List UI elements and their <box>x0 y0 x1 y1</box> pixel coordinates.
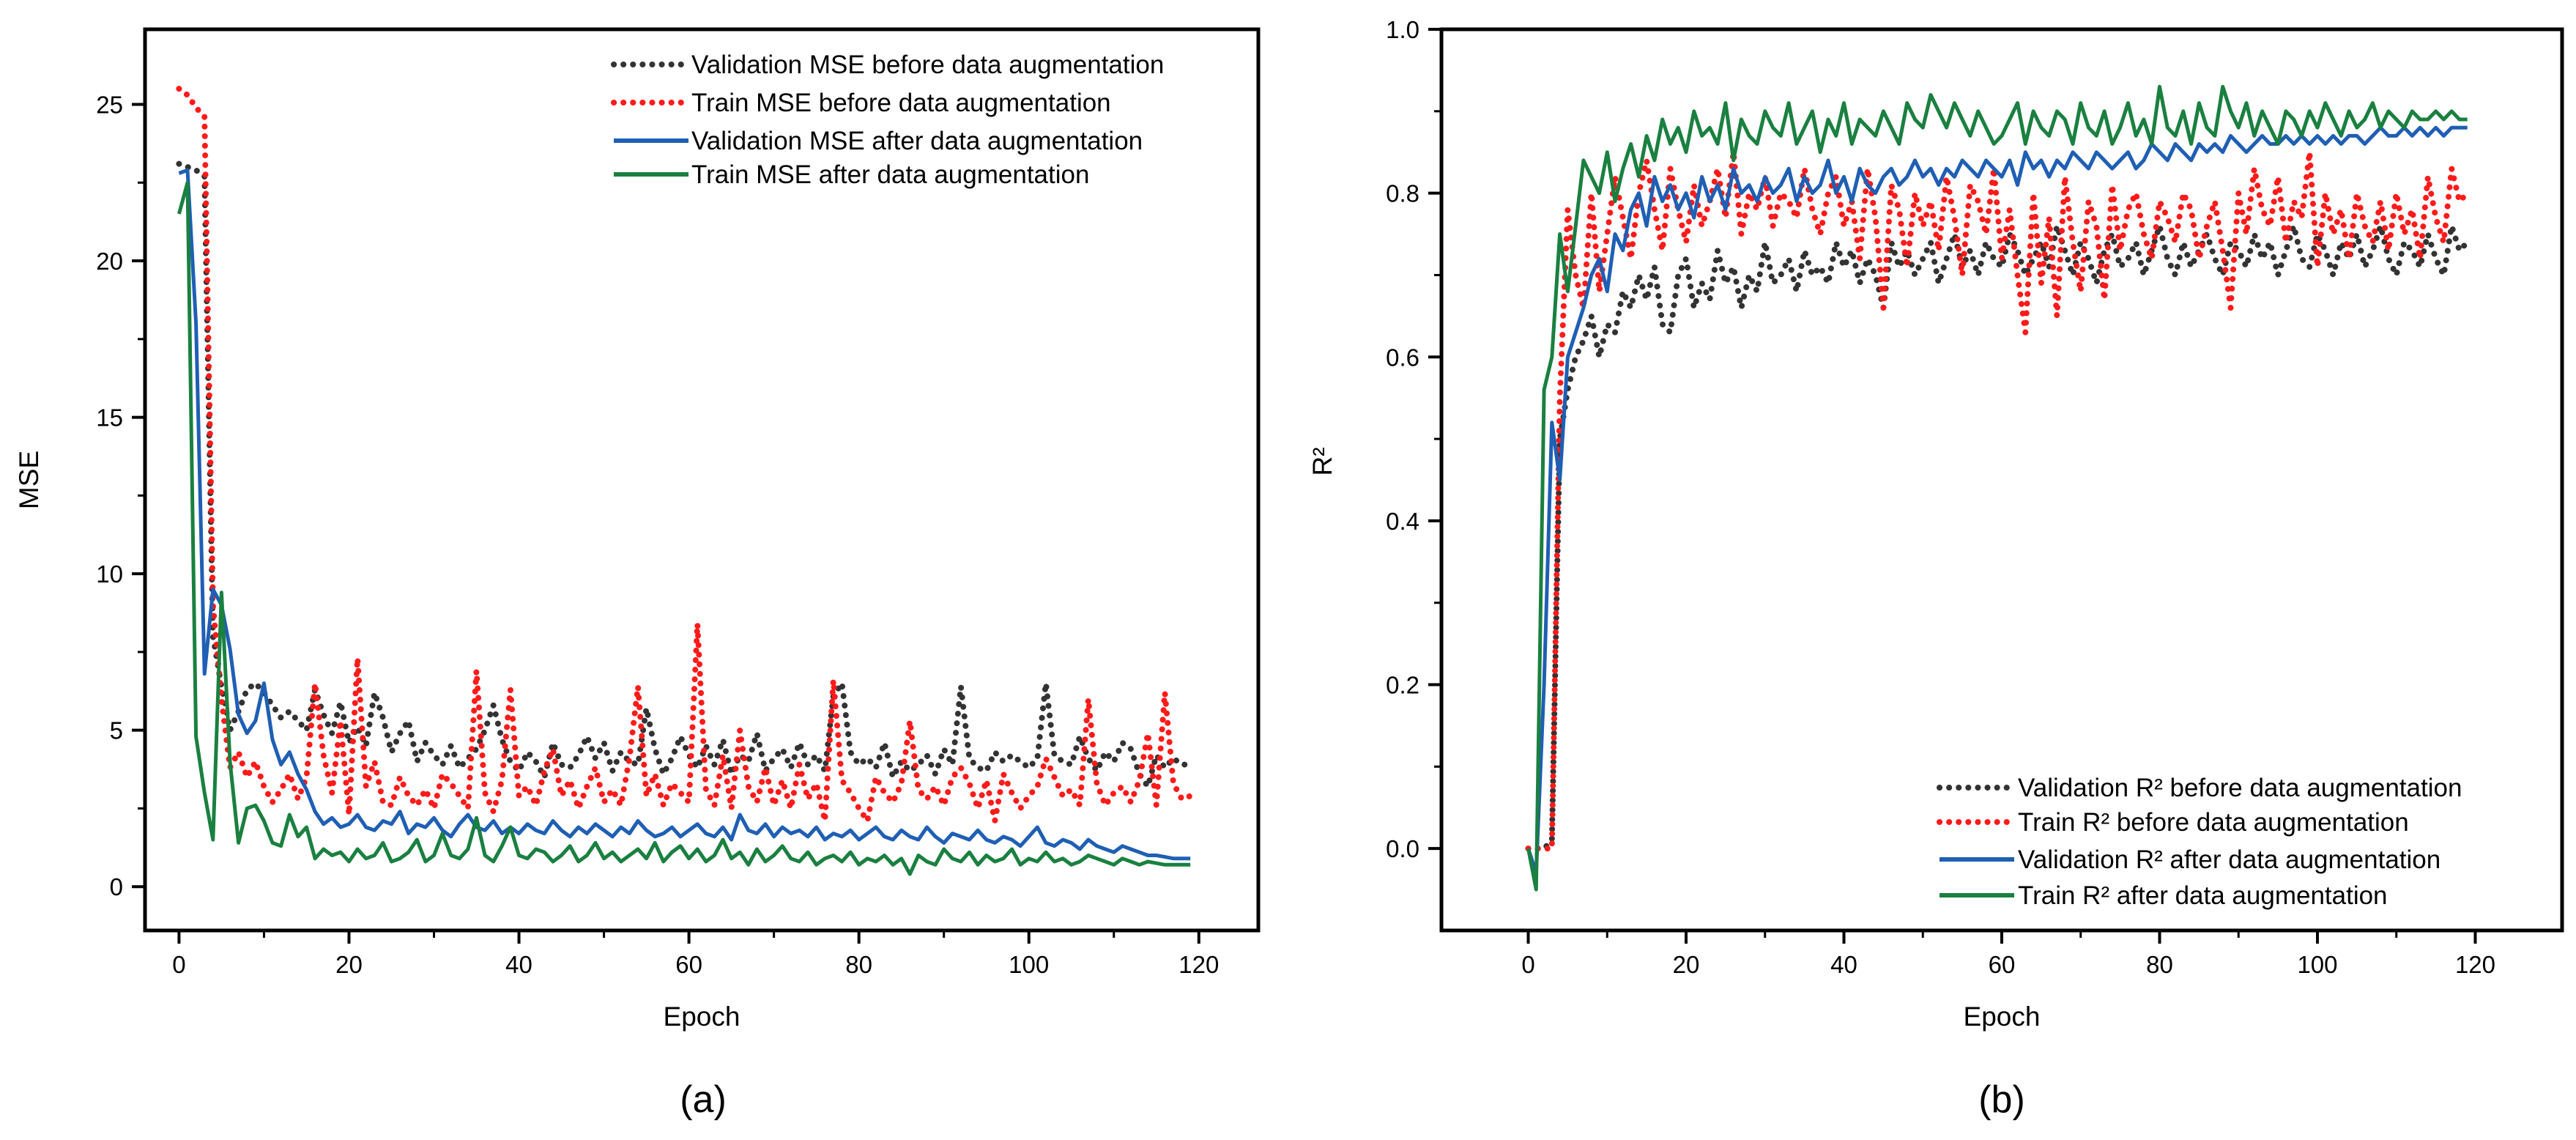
x-tick-label: 20 <box>335 951 363 978</box>
legend-b-entry-1: Validation R² before data augmentation <box>2018 774 2462 802</box>
chart-a-frame <box>143 27 1261 933</box>
legend-a-entry-2: Train MSE before data augmentation <box>691 89 1111 117</box>
y-tick-label: 0 <box>110 873 123 900</box>
x-tick-label: 60 <box>675 951 702 978</box>
chart-a: 0 20 40 60 80 100 120 0 5 10 15 20 25 Validation MS… <box>14 27 1261 1121</box>
chart-b-ylabel: R² <box>1307 447 1337 475</box>
y-tick-label: 0.4 <box>1386 508 1419 535</box>
y-tick-label: 0.2 <box>1386 672 1419 699</box>
y-tick-label: 0.8 <box>1386 180 1419 207</box>
chart-a-xlabel: Epoch <box>664 1002 740 1032</box>
x-tick-label: 100 <box>2297 951 2337 978</box>
series-line-4 <box>1526 84 2468 892</box>
x-tick-label: 20 <box>1673 951 1700 978</box>
x-tick-label: 40 <box>505 951 532 978</box>
x-tick-label: 0 <box>172 951 185 978</box>
y-tick-label: 0.6 <box>1386 344 1419 371</box>
chart-a-y-axis: 0 5 10 15 20 25 <box>96 92 145 900</box>
x-tick-label: 0 <box>1521 951 1534 978</box>
x-tick-label: 60 <box>1989 951 2016 978</box>
series-line-2 <box>1525 149 2471 852</box>
chart-b-x-axis: 0 20 40 60 80 100 120 <box>1521 930 2495 978</box>
legend-b-entry-4: Train R² after data augmentation <box>2018 881 2388 910</box>
x-tick-label: 80 <box>2146 951 2173 978</box>
x-tick-label: 40 <box>1830 951 1857 978</box>
y-tick-label: 20 <box>96 248 123 275</box>
x-tick-label: 120 <box>2455 951 2495 978</box>
x-tick-label: 100 <box>1009 951 1049 978</box>
chart-b-legend: Validation R² before data augmentation T… <box>1937 774 2462 910</box>
panel-label-b: (b) <box>1978 1078 2025 1121</box>
series-line-3 <box>178 168 1191 861</box>
panel-label-a: (a) <box>680 1078 727 1121</box>
series-line-3 <box>1526 125 2468 876</box>
legend-a-entry-4: Train MSE after data augmentation <box>691 160 1089 189</box>
series-line-2 <box>176 86 1194 824</box>
y-tick-label: 10 <box>96 560 123 588</box>
chart-b-xlabel: Epoch <box>1964 1002 2041 1032</box>
y-tick-label: 25 <box>96 92 123 119</box>
x-tick-label: 80 <box>845 951 872 978</box>
y-tick-label: 1.0 <box>1386 16 1419 43</box>
legend-b-entry-2: Train R² before data augmentation <box>2018 808 2409 837</box>
legend-b-entry-3: Validation R² after data augmentation <box>2018 845 2440 874</box>
series-line-1 <box>176 160 1194 790</box>
y-tick-label: 15 <box>96 404 123 432</box>
series-line-1 <box>1525 223 2471 852</box>
chart-a-ylabel: MSE <box>14 451 44 509</box>
chart-a-legend: Validation MSE before data augmentation … <box>611 51 1164 189</box>
chart-b: 0 20 40 60 80 100 120 0.0 0.2 0.4 0.6 0.8 1.0 Valid… <box>1307 16 2564 1121</box>
chart-a-x-axis: 0 20 40 60 80 100 120 <box>172 930 1219 978</box>
legend-a-entry-3: Validation MSE after data augmentation <box>691 127 1143 155</box>
chart-b-series <box>1525 84 2471 892</box>
legend-a-entry-1: Validation MSE before data augmentation <box>691 51 1164 79</box>
chart-a-series <box>176 86 1194 876</box>
series-line-4 <box>177 180 1191 876</box>
y-tick-label: 5 <box>110 717 123 744</box>
y-tick-label: 0.0 <box>1386 835 1419 862</box>
x-tick-label: 120 <box>1178 951 1219 978</box>
chart-b-y-axis: 0.0 0.2 0.4 0.6 0.8 1.0 <box>1386 16 1441 862</box>
